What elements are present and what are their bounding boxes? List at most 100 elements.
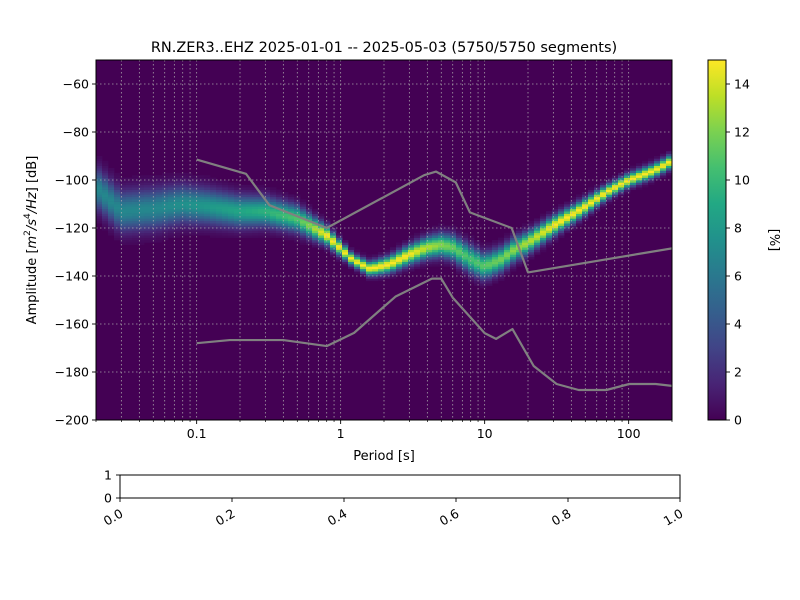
heatmap-cell [330, 254, 337, 258]
heatmap-cell [618, 172, 625, 176]
heatmap-cell [108, 175, 115, 178]
heatmap-cell [336, 254, 343, 258]
heatmap-cell [138, 199, 145, 202]
heatmap-cell [210, 199, 217, 202]
heatmap-cell [552, 228, 559, 231]
heatmap-cell [372, 278, 379, 282]
heatmap-cell [636, 187, 643, 190]
heatmap-cell [468, 261, 475, 265]
secondary-y-tick-label: 0 [104, 491, 112, 506]
heatmap-cell [498, 261, 505, 265]
heatmap-cell [192, 218, 199, 222]
heatmap-cell [252, 199, 259, 202]
heatmap-cell [540, 225, 547, 229]
heatmap-cell [318, 244, 325, 248]
colorbar-tick-label: 0 [734, 413, 742, 428]
heatmap-cell [258, 228, 265, 231]
heatmap-cell [552, 206, 559, 210]
heatmap-cell [354, 254, 361, 258]
heatmap-cell [444, 244, 451, 248]
heatmap-cell [222, 189, 229, 193]
heatmap-cell [594, 201, 601, 205]
heatmap-cell [384, 271, 391, 274]
heatmap-cell [294, 218, 301, 222]
heatmap-cell [132, 225, 139, 229]
heatmap-cell [510, 268, 517, 272]
heatmap-cell [306, 242, 313, 246]
heatmap-cell [636, 177, 643, 181]
heatmap-cell [186, 225, 193, 229]
heatmap-cell [156, 201, 163, 205]
heatmap-cell [168, 196, 175, 200]
heatmap-cell [258, 201, 265, 205]
heatmap-cell [408, 261, 415, 265]
heatmap-cell [522, 244, 529, 248]
heatmap-cell [138, 206, 145, 210]
heatmap-cell [162, 230, 169, 234]
heatmap-cell [300, 211, 307, 214]
heatmap-cell [180, 199, 187, 202]
heatmap-cell [414, 242, 421, 246]
heatmap-cell [636, 175, 643, 178]
heatmap-cell [288, 194, 295, 198]
heatmap-cell [480, 283, 487, 286]
x-axis-ticks: 0.1 1 10 100 [95, 420, 673, 441]
x-tick-label: 100 [617, 426, 641, 441]
heatmap-cell [288, 208, 295, 212]
heatmap-cell [174, 182, 181, 186]
heatmap-cell [144, 223, 151, 226]
heatmap-cell [240, 218, 247, 222]
y-axis-label-exp2: 2 [23, 230, 33, 236]
heatmap-cell [558, 213, 565, 217]
heatmap-cell [378, 271, 385, 274]
heatmap-cell [300, 228, 307, 231]
heatmap-cell [432, 242, 439, 246]
heatmap-cell [456, 244, 463, 248]
heatmap-cell [534, 223, 541, 226]
heatmap-cell [210, 187, 217, 190]
heatmap-cell [246, 199, 253, 202]
heatmap-cell [348, 256, 355, 260]
heatmap-cell [102, 182, 109, 186]
heatmap-cell [636, 182, 643, 186]
heatmap-cell [468, 266, 475, 270]
heatmap-cell [324, 247, 331, 250]
heatmap-cell [480, 266, 487, 270]
heatmap-cell [492, 252, 499, 255]
heatmap-cell [456, 271, 463, 274]
heatmap-cell [318, 232, 325, 236]
heatmap-cell [198, 201, 205, 205]
heatmap-cell [216, 223, 223, 226]
heatmap-cell [126, 235, 133, 238]
heatmap-cell [498, 271, 505, 274]
heatmap-cell [120, 211, 127, 214]
heatmap-cell [402, 266, 409, 270]
heatmap-cell [126, 225, 133, 229]
heatmap-cell [462, 237, 469, 241]
y-axis-label: Amplitude [m2/s4/Hz] [dB] [23, 156, 40, 325]
heatmap-cell [570, 204, 577, 207]
heatmap-cell [492, 278, 499, 282]
heatmap-cell [630, 172, 637, 176]
heatmap-cell [342, 252, 349, 255]
heatmap-cell [522, 237, 529, 241]
heatmap-cell [174, 225, 181, 229]
heatmap-cell [240, 235, 247, 238]
heatmap-cell [114, 175, 121, 178]
heatmap-cell [348, 247, 355, 250]
heatmap-cell [534, 232, 541, 236]
heatmap-cell [528, 225, 535, 229]
heatmap-cell [210, 211, 217, 214]
heatmap-cell [102, 180, 109, 183]
heatmap-cell [126, 194, 133, 198]
heatmap-cell [198, 180, 205, 183]
heatmap-cell [144, 189, 151, 193]
heatmap-cell [252, 192, 259, 195]
heatmap-cell [324, 244, 331, 248]
colorbar-label: [%] [766, 229, 781, 252]
heatmap-cell [126, 232, 133, 236]
heatmap-cell [432, 252, 439, 255]
heatmap-cell [372, 268, 379, 272]
heatmap-cell [126, 192, 133, 195]
heatmap-cell [198, 223, 205, 226]
